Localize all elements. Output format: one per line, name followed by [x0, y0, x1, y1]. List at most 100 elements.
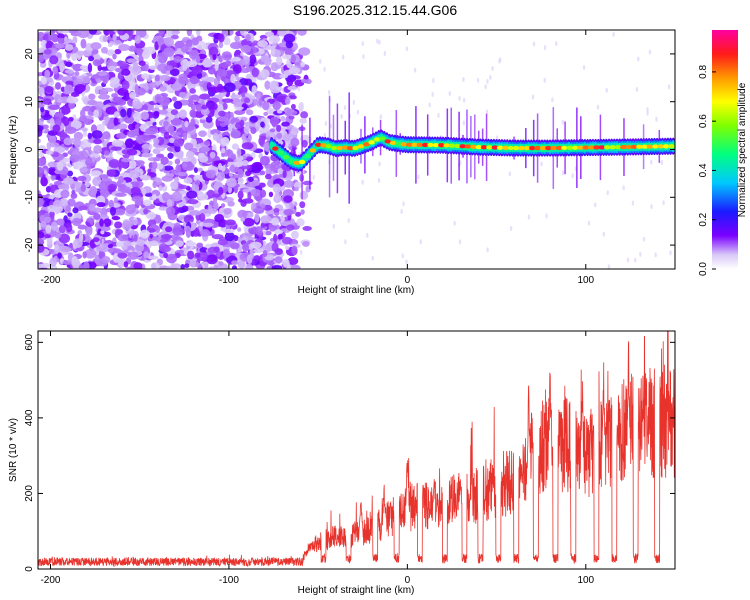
spectrogram-noise-blob: [172, 226, 185, 236]
spectrogram-noise-blob: [245, 170, 252, 177]
spectrogram-noise-blob: [166, 253, 178, 264]
spectrogram-noise-blob: [199, 93, 211, 100]
spectrogram-noise-blob: [143, 64, 150, 72]
spectrogram-noise-blob: [193, 167, 199, 173]
spectrogram-noise-blob: [222, 102, 228, 110]
spectrogram-noise-blob: [274, 256, 283, 264]
spectrogram-noise-blob: [224, 60, 232, 67]
spectrogram-noise-blob: [195, 179, 201, 186]
spectrogram-noise-blob: [148, 89, 153, 95]
spectrogram-faint-blob: [377, 177, 381, 183]
spectrogram-faint-blob: [300, 249, 303, 255]
spectrogram-noise-blob: [302, 180, 313, 186]
spectrogram-noise-blob: [290, 126, 299, 136]
spectrogram-noise-blob: [136, 48, 143, 56]
spectrogram-noise-blob: [241, 159, 249, 167]
spectrogram-noise-blob: [52, 200, 64, 207]
spectrogram-noise-blob: [221, 51, 233, 61]
spectrogram-noise-blob: [233, 109, 246, 115]
spectrogram-noise-blob: [141, 30, 146, 37]
spectrogram-noise-blob: [281, 121, 290, 127]
spectrogram-noise-blob: [112, 33, 117, 42]
spectrogram-noise-blob: [245, 109, 254, 116]
y-tick-label: -20: [24, 237, 35, 252]
spectrogram-noise-blob: [275, 55, 283, 66]
spectrogram-noise-blob: [167, 30, 173, 36]
spectrogram-noise-blob: [294, 186, 299, 192]
spectrogram-faint-blob: [650, 159, 653, 165]
spectrogram-noise-blob: [296, 218, 305, 227]
spectrogram-noise-blob: [74, 71, 80, 77]
spectrogram-noise-blob: [38, 127, 43, 137]
spectrogram-noise-blob: [77, 30, 90, 39]
spectrogram-faint-blob: [312, 174, 315, 180]
spectrogram-noise-blob: [55, 82, 62, 90]
spectrogram-faint-blob: [340, 114, 343, 120]
spectrogram-noise-blob: [94, 101, 104, 110]
spectrogram-noise-blob: [182, 162, 188, 168]
spectrogram-noise-blob: [197, 167, 203, 172]
spectrogram-faint-blob: [660, 160, 664, 166]
spectrogram-noise-blob: [218, 186, 224, 196]
spectrogram-noise-blob: [228, 172, 233, 177]
ridge-core: [320, 143, 327, 148]
spectrogram-noise-blob: [243, 125, 250, 135]
spectrogram-noise-blob: [57, 252, 62, 259]
spectrogram-noise-blob: [126, 266, 135, 269]
ridge-core: [421, 142, 429, 148]
spectrogram-noise-blob: [55, 43, 65, 49]
spectrogram-noise-blob: [271, 217, 280, 226]
spectrogram-noise-blob: [111, 139, 124, 147]
spectrogram-noise-blob: [96, 202, 106, 208]
spectrogram-faint-blob: [561, 170, 565, 176]
spectrogram-faint-blob: [329, 123, 333, 129]
spectrogram-noise-blob: [103, 150, 110, 156]
spectrogram-noise-blob: [120, 108, 127, 118]
spectrogram-noise-blob: [118, 43, 130, 51]
spectrogram-faint-blob: [383, 50, 387, 56]
spectrogram-noise-blob: [189, 76, 200, 85]
spectrogram-noise-blob: [141, 73, 150, 80]
spectrogram-faint-blob: [582, 64, 586, 70]
spectrogram-noise-blob: [224, 231, 235, 242]
spectrogram-faint-blob: [486, 247, 489, 253]
spectrogram-noise-blob: [258, 136, 265, 146]
snr-y-label: SNR (10 * v/v): [8, 418, 19, 482]
spectrogram-noise-blob: [220, 136, 230, 146]
spectrogram-noise-blob: [186, 30, 193, 37]
spectrogram-noise-blob: [117, 252, 128, 259]
spectrogram-noise-blob: [212, 132, 220, 141]
spectrogram-noise-blob: [43, 49, 52, 55]
ridge-core: [491, 145, 498, 150]
spectrogram-noise-blob: [134, 83, 139, 94]
ridge-core: [400, 142, 407, 147]
spectrogram-noise-blob: [123, 261, 129, 268]
spectrogram-noise-blob: [283, 33, 296, 43]
spectrogram-noise-blob: [79, 65, 89, 70]
spectrogram-faint-blob: [405, 46, 409, 52]
ridge-core: [625, 144, 632, 150]
spectrogram-noise-blob: [274, 191, 280, 202]
spectrogram-noise-blob: [272, 100, 281, 111]
spectrogram-noise-blob: [80, 109, 86, 118]
ridge-core: [555, 145, 563, 151]
spectrogram-noise-blob: [72, 63, 84, 72]
spectrogram-faint-blob: [545, 213, 548, 219]
spectrogram-faint-blob: [327, 90, 331, 96]
spectrogram-noise-blob: [152, 148, 161, 155]
noise-scatter: [38, 30, 672, 269]
spectrogram-noise-blob: [240, 216, 246, 222]
spectrogram-noise-blob: [65, 61, 73, 68]
spectrogram-noise-blob: [38, 166, 44, 174]
spectrogram-noise-blob: [276, 132, 283, 139]
spectrogram-faint-blob: [631, 200, 635, 206]
spectrogram-noise-blob: [284, 245, 290, 250]
spectrogram-noise-blob: [73, 238, 83, 248]
spectrogram-noise-blob: [163, 252, 169, 259]
spectrogram-noise-blob: [147, 255, 159, 260]
spectrogram-faint-blob: [531, 94, 535, 100]
spectrogram-faint-blob: [323, 132, 326, 138]
spectrogram-noise-blob: [210, 102, 218, 110]
spectrogram-noise-blob: [113, 117, 118, 126]
spectrogram-noise-blob: [158, 30, 165, 36]
